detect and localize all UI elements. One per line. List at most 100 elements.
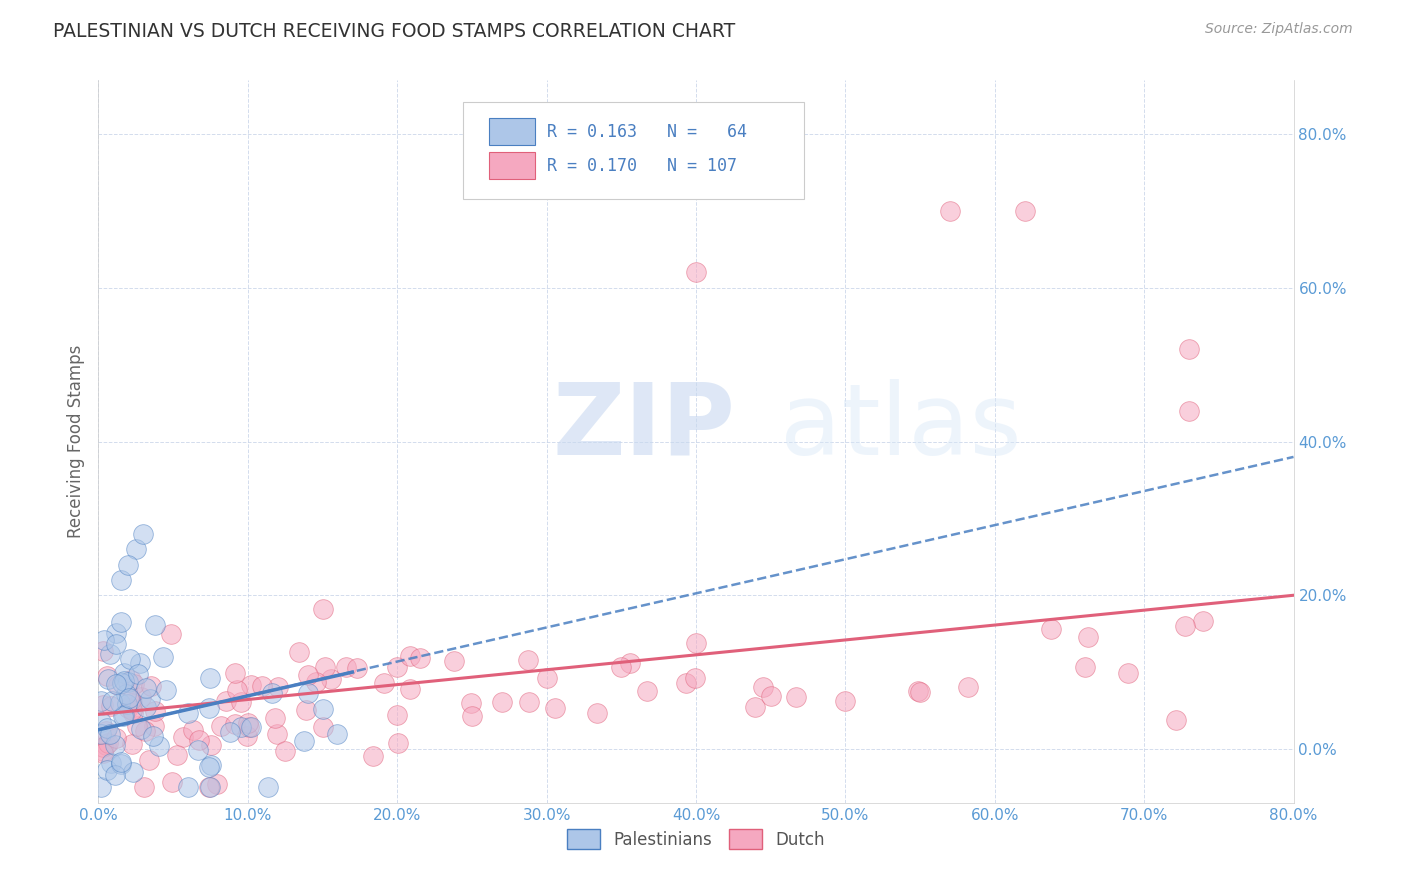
Point — [100, 756, 122, 770]
Point — [240, 678, 263, 692]
Point — [200, 780, 222, 795]
Point — [225, 683, 247, 698]
Point — [205, 777, 228, 791]
Point — [91, 744, 114, 758]
Text: atlas: atlas — [779, 378, 1021, 475]
Point — [287, 645, 309, 659]
Point — [257, 780, 280, 795]
Point — [443, 654, 465, 668]
Point — [148, 739, 170, 753]
Point — [152, 650, 174, 665]
Point — [229, 695, 252, 709]
Point — [117, 701, 139, 715]
Point — [752, 680, 775, 694]
Point — [685, 265, 707, 279]
Point — [759, 689, 782, 703]
Point — [274, 744, 297, 758]
Point — [262, 686, 284, 700]
Point — [461, 708, 484, 723]
Point — [957, 681, 980, 695]
Point — [373, 675, 395, 690]
Point — [94, 739, 117, 753]
Point — [122, 677, 145, 691]
Point — [1116, 665, 1139, 680]
Point — [292, 734, 315, 748]
Point — [166, 748, 188, 763]
Point — [155, 682, 177, 697]
Point — [229, 719, 252, 733]
Point — [125, 542, 148, 557]
Point — [177, 780, 200, 795]
Point — [238, 720, 260, 734]
Point — [297, 667, 319, 681]
Point — [183, 723, 205, 737]
Bar — [489, 152, 534, 179]
Point — [117, 558, 139, 572]
Point — [312, 720, 335, 734]
Point — [145, 704, 167, 718]
Point — [187, 743, 209, 757]
Point — [121, 737, 143, 751]
Point — [90, 780, 112, 795]
Point — [619, 657, 641, 671]
Point — [96, 721, 118, 735]
Legend: Palestinians, Dutch: Palestinians, Dutch — [560, 822, 832, 856]
Text: R = 0.170   N = 107: R = 0.170 N = 107 — [547, 156, 737, 175]
Point — [685, 636, 707, 650]
Point — [1174, 618, 1197, 632]
Point — [90, 715, 112, 730]
Point — [135, 700, 157, 714]
Point — [409, 651, 432, 665]
Point — [224, 665, 246, 680]
Point — [134, 723, 156, 738]
Point — [90, 693, 112, 707]
Point — [314, 659, 336, 673]
Point — [1178, 404, 1201, 418]
Point — [117, 690, 139, 705]
Point — [1074, 660, 1097, 674]
Point — [834, 694, 856, 708]
Y-axis label: Receiving Food Stamps: Receiving Food Stamps — [66, 345, 84, 538]
Point — [240, 720, 263, 734]
Point — [252, 679, 274, 693]
Point — [129, 690, 152, 704]
Text: Source: ZipAtlas.com: Source: ZipAtlas.com — [1205, 22, 1353, 37]
Point — [335, 660, 357, 674]
Point — [907, 683, 929, 698]
Point — [218, 725, 240, 739]
Point — [97, 736, 120, 750]
Point — [96, 764, 118, 778]
Point — [361, 749, 384, 764]
Point — [636, 684, 658, 698]
Point — [121, 764, 143, 779]
Point — [96, 669, 118, 683]
Point — [197, 700, 219, 714]
Point — [785, 690, 807, 704]
Point — [108, 696, 131, 710]
Point — [127, 719, 149, 733]
Point — [128, 656, 150, 670]
Point — [127, 666, 149, 681]
Point — [139, 691, 162, 706]
Text: PALESTINIAN VS DUTCH RECEIVING FOOD STAMPS CORRELATION CHART: PALESTINIAN VS DUTCH RECEIVING FOOD STAM… — [53, 22, 735, 41]
Point — [143, 719, 166, 733]
Point — [93, 632, 115, 647]
Point — [120, 673, 142, 688]
Point — [586, 706, 609, 720]
Point — [117, 674, 139, 689]
Point — [398, 681, 420, 696]
Point — [188, 732, 211, 747]
Point — [198, 780, 221, 795]
Point — [143, 618, 166, 632]
Point — [91, 643, 114, 657]
Point — [517, 653, 540, 667]
Point — [536, 671, 558, 685]
Point — [120, 693, 142, 707]
Point — [198, 759, 221, 773]
Point — [326, 727, 349, 741]
Point — [160, 775, 183, 789]
Point — [112, 666, 135, 681]
Point — [200, 758, 222, 772]
Point — [101, 694, 124, 708]
Point — [319, 672, 342, 686]
